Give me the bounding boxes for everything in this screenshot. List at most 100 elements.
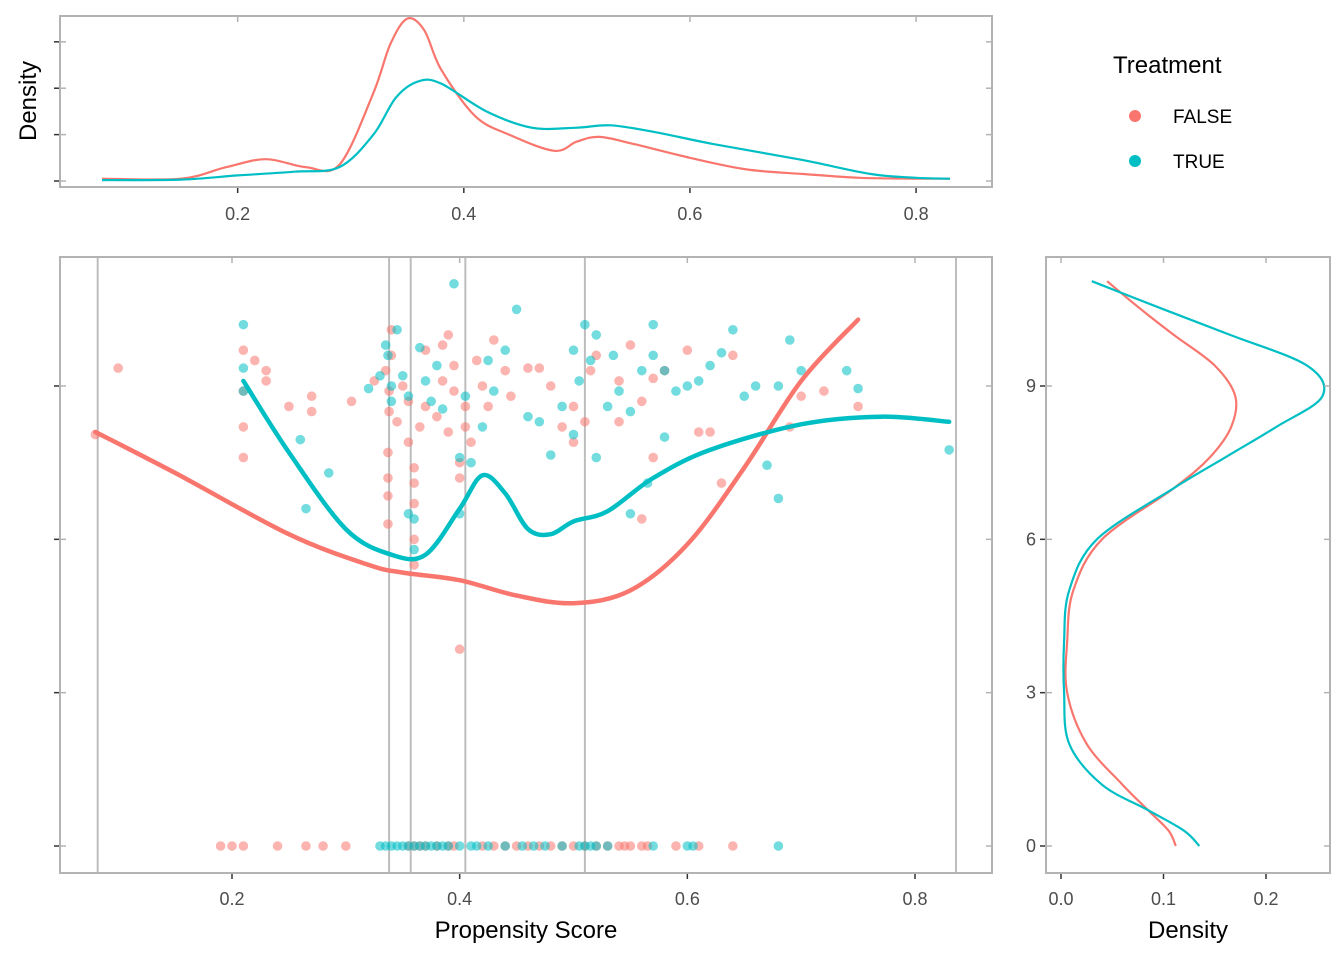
point-false <box>545 381 556 391</box>
main-x-axis-title: Propensity Score <box>435 917 618 944</box>
point-true <box>591 841 602 851</box>
legend-key-true <box>1129 155 1141 167</box>
point-true <box>443 841 454 851</box>
point-false <box>409 534 419 545</box>
point-true <box>511 304 522 315</box>
point-true <box>585 355 596 366</box>
point-false <box>443 330 454 340</box>
point-true <box>602 401 613 412</box>
point-true <box>773 841 784 851</box>
scatter-points <box>90 278 954 851</box>
point-false <box>568 437 579 448</box>
point-false <box>614 416 624 427</box>
point-true <box>784 335 795 345</box>
point-true <box>728 324 738 335</box>
point-false <box>227 841 237 851</box>
point-true <box>659 365 670 376</box>
point-false <box>557 422 567 432</box>
point-true <box>386 396 397 407</box>
top-x-ticks: 0.2 0.4 0.6 0.8 <box>225 16 929 224</box>
point-false <box>306 406 317 417</box>
point-true <box>375 370 385 381</box>
density-curve-true <box>1062 280 1326 847</box>
right-y-tick-label: 9 <box>1026 376 1036 396</box>
point-true <box>648 841 658 851</box>
top-panel-border <box>59 15 993 188</box>
point-false <box>238 345 249 356</box>
point-false <box>261 365 271 376</box>
top-density-curves <box>101 16 951 182</box>
point-false <box>506 391 516 402</box>
point-false <box>819 386 829 396</box>
point-false <box>341 841 351 851</box>
point-true <box>614 386 624 396</box>
point-false <box>568 401 579 412</box>
point-false <box>301 841 311 851</box>
point-false <box>483 401 493 412</box>
point-false <box>113 363 123 373</box>
point-true <box>238 319 249 330</box>
point-false <box>614 376 624 386</box>
point-false <box>625 340 636 350</box>
point-false <box>671 841 681 851</box>
point-true <box>557 401 567 412</box>
point-true <box>557 841 567 851</box>
point-true <box>841 365 852 376</box>
point-false <box>500 365 511 376</box>
point-true <box>545 450 556 460</box>
point-true <box>238 363 249 373</box>
point-true <box>432 360 442 371</box>
point-false <box>716 478 727 488</box>
point-false <box>625 841 636 851</box>
top-x-tick-label: 0.6 <box>677 204 702 224</box>
smooth-lines <box>93 317 952 606</box>
point-false <box>454 473 465 483</box>
point-true <box>637 365 647 376</box>
point-true <box>853 383 863 394</box>
right-x-tick-label: 0.2 <box>1253 889 1278 909</box>
point-false <box>585 365 596 376</box>
point-true <box>386 381 397 391</box>
point-false <box>383 519 393 529</box>
point-true <box>380 340 391 350</box>
point-true <box>295 434 306 445</box>
point-false <box>403 437 414 448</box>
point-false <box>489 335 499 345</box>
point-false <box>705 427 715 437</box>
point-false <box>397 381 408 391</box>
point-false <box>796 391 806 402</box>
point-false <box>432 411 442 422</box>
main-x-tick-label: 0.4 <box>447 889 472 909</box>
point-true <box>762 460 772 471</box>
point-true <box>409 514 419 524</box>
point-true <box>625 508 636 519</box>
point-true <box>528 841 539 851</box>
point-false <box>460 401 471 412</box>
legend-title: Treatment <box>1113 52 1222 79</box>
main-panel-border <box>59 256 993 874</box>
legend: Treatment FALSE TRUE <box>1113 52 1232 173</box>
point-true <box>454 452 465 463</box>
point-false <box>648 452 658 463</box>
density-curve-true <box>101 78 951 182</box>
legend-label-false: FALSE <box>1173 107 1232 128</box>
point-true <box>517 841 528 851</box>
point-true <box>420 376 431 386</box>
point-true <box>489 386 499 396</box>
point-true <box>426 396 437 407</box>
right-density-panel: 0 3 6 9 0.0 0.1 0.2 Density <box>1026 256 1331 944</box>
point-false <box>728 350 738 361</box>
point-true <box>397 370 408 381</box>
point-true <box>471 841 482 851</box>
point-true <box>380 841 391 851</box>
point-false <box>415 422 425 432</box>
point-true <box>534 416 545 427</box>
top-density-panel: 0.2 0.4 0.6 0.8 Density <box>15 15 993 224</box>
point-false <box>454 644 465 655</box>
point-false <box>306 391 317 402</box>
point-true <box>323 468 334 478</box>
point-true <box>648 319 658 330</box>
point-true <box>688 841 698 851</box>
point-true <box>466 457 476 468</box>
top-y-ticks <box>54 41 992 182</box>
